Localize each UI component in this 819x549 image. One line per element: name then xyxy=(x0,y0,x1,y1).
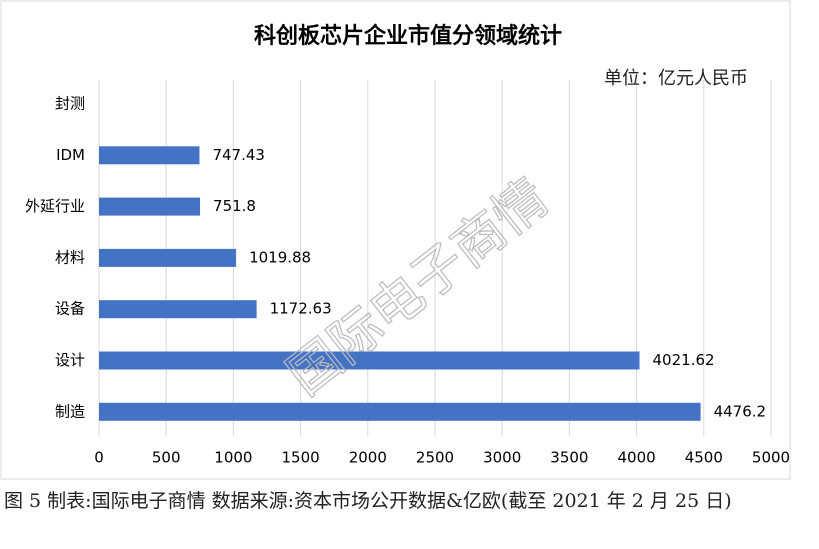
chart-title: 科创板芯片企业市值分领域统计 xyxy=(254,23,562,49)
x-tick-label: 4500 xyxy=(685,449,723,467)
x-tick-label: 1500 xyxy=(282,449,320,467)
bar xyxy=(99,300,257,319)
x-tick-label: 500 xyxy=(152,449,181,467)
y-tick-label: 设备 xyxy=(55,300,85,318)
value-label: 747.43 xyxy=(212,146,265,164)
bar xyxy=(99,197,201,216)
x-tick-label: 3500 xyxy=(550,449,588,467)
bar xyxy=(99,146,200,165)
value-label: 4021.62 xyxy=(653,351,715,369)
y-tick-label: 设计 xyxy=(55,351,85,369)
chart-frame xyxy=(0,0,791,480)
x-tick-label: 0 xyxy=(94,449,104,467)
caption: 图 5 制表:国际电子商情 数据来源:资本市场公开数据&亿欧(截至 2021 年… xyxy=(4,490,732,512)
y-tick-label: 材料 xyxy=(55,248,85,266)
value-label: 1172.63 xyxy=(270,300,332,318)
y-tick-label: 制造 xyxy=(55,402,85,420)
x-tick-label: 5000 xyxy=(752,449,790,467)
chart: 科创板芯片企业市值分领域统计 0 500 1000 1500 2000 2500 3000 3… xyxy=(0,0,791,480)
bar xyxy=(99,248,237,267)
x-tick-label: 3000 xyxy=(483,449,521,467)
value-label: 1019.88 xyxy=(249,248,311,266)
x-tick-label: 2000 xyxy=(349,449,387,467)
x-tick-label: 1000 xyxy=(214,449,252,467)
x-tick-label: 2500 xyxy=(416,449,454,467)
bar xyxy=(99,402,701,421)
value-label: 4476.2 xyxy=(714,402,767,420)
value-label: 751.8 xyxy=(213,197,256,215)
bar xyxy=(99,351,640,370)
unit-label: 单位：亿元人民币 xyxy=(604,68,748,89)
y-tick-label: 封测 xyxy=(55,95,85,113)
y-tick-label: IDM xyxy=(56,146,85,164)
y-tick-label: 外延行业 xyxy=(25,197,85,215)
x-tick-label: 4000 xyxy=(618,449,656,467)
